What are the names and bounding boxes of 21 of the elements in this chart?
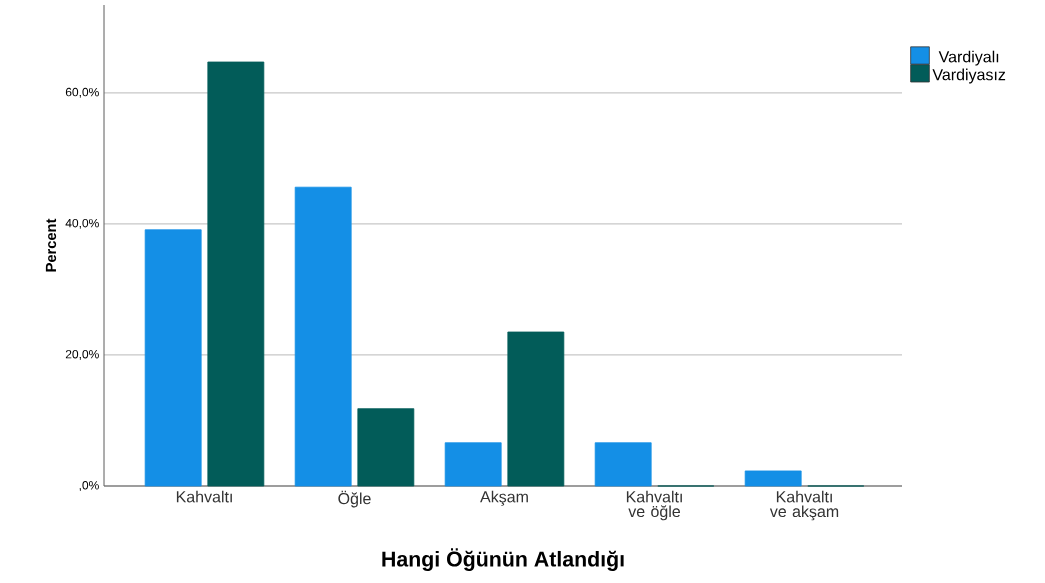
bar bbox=[444, 442, 502, 487]
legend-label: Vardiyasız bbox=[932, 68, 1006, 84]
y-tick-label: 60,0% bbox=[65, 87, 99, 98]
bar bbox=[144, 229, 202, 487]
bar bbox=[294, 186, 352, 487]
y-tick-label: 20,0% bbox=[65, 349, 99, 360]
x-axis-title: Hangi Öğünün Atlandığı bbox=[382, 548, 624, 571]
bar bbox=[744, 470, 802, 487]
bar bbox=[594, 442, 652, 487]
y-tick-label: 40,0% bbox=[65, 218, 99, 229]
bar bbox=[357, 408, 415, 487]
x-tick-label: Akşam bbox=[480, 490, 528, 506]
x-tick-label: Kahvaltı ve akşam bbox=[769, 490, 839, 521]
bar bbox=[207, 61, 265, 487]
y-tick-label: ,0% bbox=[79, 481, 99, 491]
x-tick-label: Kahvaltı bbox=[176, 490, 232, 503]
bar bbox=[507, 331, 565, 487]
x-tick-label: Öğle bbox=[338, 490, 371, 508]
y-axis-title: Percent bbox=[45, 218, 57, 272]
x-tick-label: Kahvaltı ve öğle bbox=[626, 490, 682, 521]
legend-label: Vardiyalı bbox=[938, 50, 999, 66]
